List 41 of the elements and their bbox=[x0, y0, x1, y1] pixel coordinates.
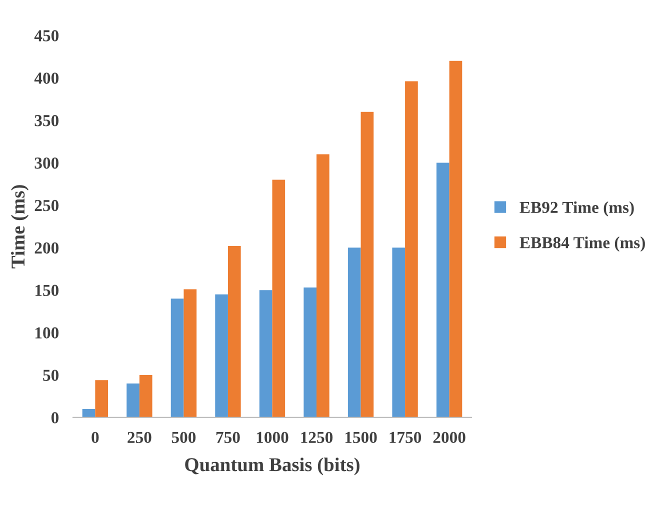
y-tick-label: 300 bbox=[34, 157, 59, 169]
y-tick-label: 450 bbox=[34, 30, 59, 42]
bar bbox=[405, 81, 418, 418]
legend-label: EB92 Time (ms) bbox=[520, 201, 634, 216]
bar bbox=[82, 408, 96, 418]
x-tick-label: 2000 bbox=[433, 432, 466, 444]
bar bbox=[436, 162, 450, 418]
legend-label: EBB84 Time (ms) bbox=[520, 236, 645, 252]
y-tick-label: 200 bbox=[34, 242, 59, 254]
bar bbox=[316, 154, 330, 418]
bar bbox=[449, 60, 462, 418]
y-axis-title: Time (ms) bbox=[10, 185, 29, 268]
y-tick-label: 50 bbox=[43, 370, 59, 381]
x-tick-label: 0 bbox=[92, 432, 99, 444]
y-tick-label: 150 bbox=[35, 284, 59, 296]
y-tick-label: 100 bbox=[35, 327, 59, 338]
y-tick-label: 0 bbox=[51, 412, 59, 424]
y-tick-label: 250 bbox=[34, 200, 59, 212]
bar bbox=[184, 289, 197, 418]
bar bbox=[215, 294, 228, 418]
bar bbox=[348, 248, 361, 418]
x-tick-label: 1250 bbox=[301, 432, 333, 444]
bar bbox=[126, 383, 140, 418]
bar bbox=[170, 298, 184, 418]
bar bbox=[392, 248, 406, 418]
bar bbox=[228, 246, 241, 418]
bar bbox=[304, 288, 317, 418]
x-tick-label: 750 bbox=[216, 432, 240, 444]
y-tick-label: 350 bbox=[34, 115, 59, 126]
x-tick-label: 1500 bbox=[345, 432, 377, 444]
x-tick-label: 500 bbox=[172, 432, 196, 444]
bar bbox=[95, 380, 108, 418]
x-axis-title: Quantum Basis (bits) bbox=[185, 458, 360, 476]
bar bbox=[259, 290, 272, 418]
y-tick-label: 400 bbox=[34, 72, 59, 84]
x-tick-label: 1750 bbox=[390, 432, 422, 444]
x-tick-label: 250 bbox=[128, 432, 152, 444]
bar bbox=[272, 180, 286, 418]
bar bbox=[360, 112, 374, 418]
bar bbox=[139, 375, 152, 418]
x-tick-label: 1000 bbox=[256, 432, 288, 444]
